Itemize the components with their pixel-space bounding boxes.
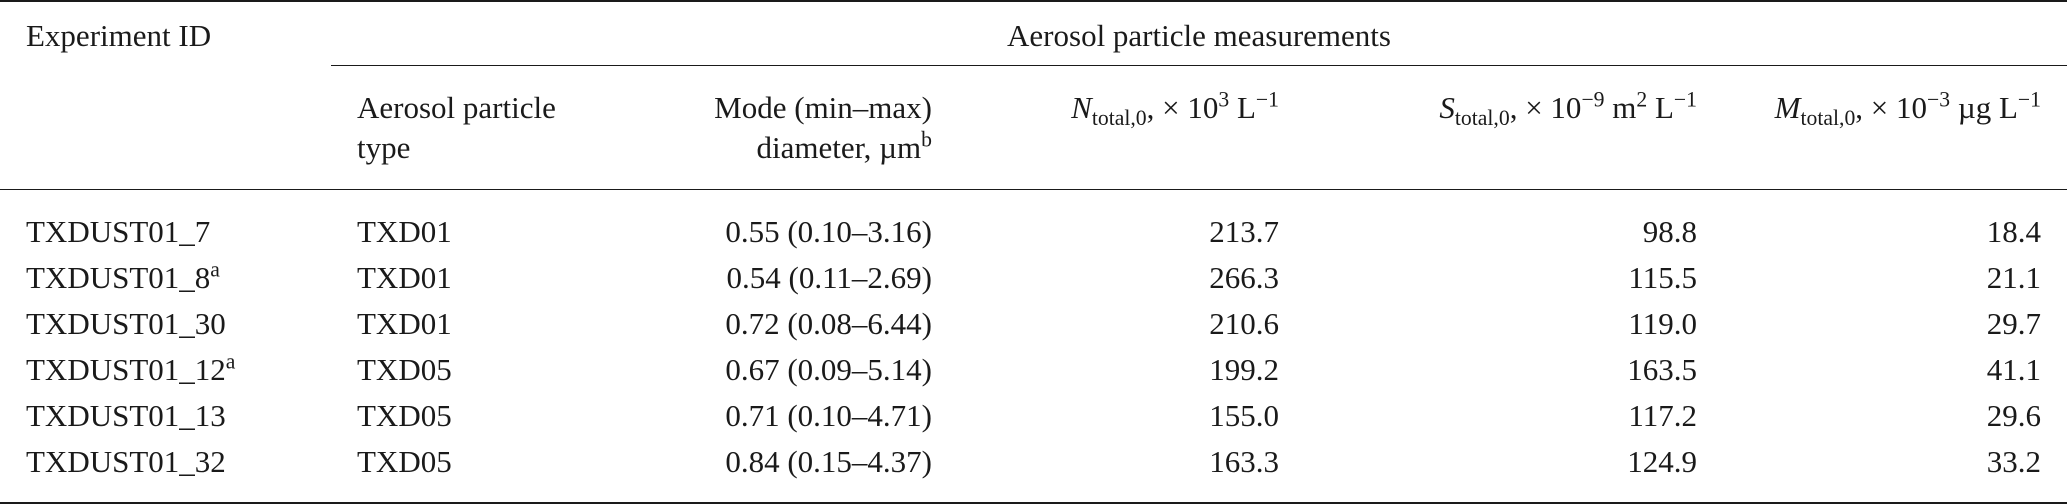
cell-m-total: 29.7 [1986,305,2041,341]
table-row: TXDUST01_8a TXD01 0.54 (0.11–2.69) 266.3… [0,258,2067,304]
header-s-total: Stotal,0, × 10−9 m2 L−1 [1287,65,1705,190]
table-row: TXDUST01_12a TXD05 0.67 (0.09–5.14) 199.… [0,350,2067,396]
header-n-total: Ntotal,0, × 103 L−1 [940,65,1287,190]
header-row-columns: Aerosol particle type Mode (min–max) dia… [0,65,2067,190]
cell-s-total: 119.0 [1628,305,1697,341]
cell-mode-diameter: 0.67 (0.09–5.14) [725,351,932,387]
cell-aerosol-type: TXD01 [357,259,452,295]
header-n-unit2-exp: −1 [1255,87,1279,112]
header-m-total: Mtotal,0, × 10−3 µg L−1 [1705,65,2067,190]
header-s-unit: , × 10 [1509,89,1582,125]
header-s-symbol: S [1439,89,1455,125]
header-aerosol-type-line1: Aerosol particle [357,89,556,125]
header-s-unit2-exp: 2 [1636,87,1648,112]
header-n-symbol: N [1071,89,1092,125]
header-spacer [0,65,331,190]
header-n-exp: 3 [1218,87,1230,112]
cell-aerosol-type: TXD05 [357,443,452,479]
footnote-marker: a [225,349,236,374]
cell-s-total: 163.5 [1627,351,1697,387]
header-m-unit2-exp: −1 [2017,87,2041,112]
cell-n-total: 199.2 [1209,351,1279,387]
header-s-sub: total,0 [1454,105,1510,130]
cell-experiment-id: TXDUST01_30 [26,305,226,341]
cell-aerosol-type: TXD01 [357,305,452,341]
cell-mode-diameter: 0.55 (0.10–3.16) [725,213,932,249]
header-m-unit2: µg L [1950,89,2018,125]
header-mode-line1: Mode (min–max) [714,89,932,125]
cell-m-total: 41.1 [1986,351,2041,387]
cell-n-total: 210.6 [1209,305,1279,341]
header-row-group: Experiment ID Aerosol particle measureme… [0,1,2067,66]
cell-s-total: 124.9 [1627,443,1697,479]
header-n-sub: total,0 [1091,105,1147,130]
header-aerosol-type: Aerosol particle type [331,65,617,190]
header-m-sub: total,0 [1800,105,1856,130]
table-row: TXDUST01_7 TXD01 0.55 (0.10–3.16) 213.7 … [0,189,2067,258]
table-row: TXDUST01_32 TXD05 0.84 (0.15–4.37) 163.3… [0,442,2067,503]
header-s-unit2: m [1604,89,1637,125]
header-n-unit: , × 10 [1146,89,1219,125]
cell-aerosol-type: TXD05 [357,397,452,433]
header-s-unit3: L [1647,89,1674,125]
header-m-symbol: M [1774,89,1801,125]
cell-m-total: 21.1 [1986,259,2041,295]
header-aerosol-type-line2: type [357,129,411,165]
cell-aerosol-type: TXD01 [357,213,452,249]
cell-experiment-id: TXDUST01_13 [26,397,226,433]
table-row: TXDUST01_13 TXD05 0.71 (0.10–4.71) 155.0… [0,396,2067,442]
cell-m-total: 33.2 [1986,443,2041,479]
header-mode-footnote: b [921,127,932,152]
cell-m-total: 18.4 [1986,213,2041,249]
header-s-exp: −9 [1581,87,1605,112]
header-mode-line2: diameter, µm [756,129,922,165]
header-n-unit2: L [1229,89,1256,125]
cell-n-total: 266.3 [1209,259,1279,295]
cell-s-total: 115.5 [1628,259,1697,295]
header-s-unit3-exp: −1 [1673,87,1697,112]
footnote-marker: a [210,257,220,282]
cell-mode-diameter: 0.54 (0.11–2.69) [726,259,933,295]
cell-experiment-id: TXDUST01_7 [26,213,211,249]
header-group-aerosol-measurements: Aerosol particle measurements [331,1,2067,66]
cell-aerosol-type: TXD05 [357,351,452,387]
table-row: TXDUST01_30 TXD01 0.72 (0.08–6.44) 210.6… [0,304,2067,350]
cell-n-total: 163.3 [1209,443,1279,479]
cell-s-total: 117.2 [1628,397,1697,433]
cell-n-total: 213.7 [1209,213,1279,249]
header-m-exp: −3 [1927,87,1951,112]
cell-experiment-id: TXDUST01_32 [26,443,226,479]
cell-experiment-id: TXDUST01_8a [26,257,220,295]
cell-experiment-id: TXDUST01_12a [26,349,236,387]
cell-s-total: 98.8 [1642,213,1697,249]
cell-mode-diameter: 0.84 (0.15–4.37) [725,443,932,479]
cell-mode-diameter: 0.71 (0.10–4.71) [725,397,932,433]
header-mode-diameter: Mode (min–max) diameter, µmb [617,65,940,190]
cell-mode-diameter: 0.72 (0.08–6.44) [725,305,932,341]
header-m-unit: , × 10 [1855,89,1928,125]
header-experiment-id: Experiment ID [26,18,212,53]
cell-m-total: 29.6 [1986,397,2041,433]
cell-n-total: 155.0 [1209,397,1279,433]
